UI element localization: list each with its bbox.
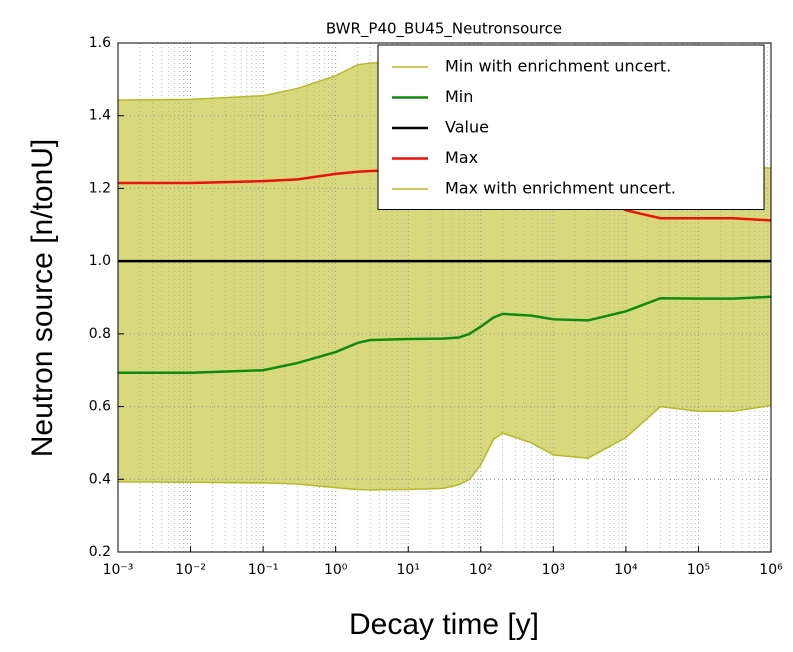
legend-label: Max	[445, 148, 478, 167]
legend-label: Value	[445, 118, 489, 137]
legend: Min with enrichment uncert. Min Value Max Ma…	[377, 44, 765, 210]
series-line	[117, 404, 772, 491]
x-tick-label: 10³	[542, 562, 565, 578]
x-axis-label: Decay time [y]	[349, 608, 539, 641]
x-tick-label: 10⁰	[324, 562, 348, 578]
y-tick-label: 1.4	[89, 108, 111, 124]
y-tick-label: 0.8	[89, 326, 111, 342]
y-tick-label: 1.2	[89, 180, 111, 196]
x-tick-label: 10⁻¹	[248, 562, 279, 578]
x-tick-label: 10⁻²	[175, 562, 206, 578]
series-line	[118, 295, 772, 375]
legend-label: Min with enrichment uncert.	[445, 57, 671, 76]
legend-label: Max with enrichment uncert.	[445, 179, 676, 198]
y-tick-label: 1.6	[89, 35, 111, 51]
y-tick-label: 0.6	[89, 399, 111, 415]
y-tick-label: 0.4	[89, 471, 111, 487]
x-tick-label: 10⁻³	[103, 562, 134, 578]
legend-box	[377, 44, 765, 210]
plot-frame	[117, 42, 772, 553]
legend-label: Min	[445, 87, 473, 106]
y-axis-label: Neutron source [n/tonU]	[26, 139, 59, 458]
y-tick-label: 0.2	[89, 544, 111, 560]
x-tick-label: 10⁵	[687, 562, 710, 578]
x-tick-label: 10⁴	[614, 562, 638, 578]
y-tick-label: 1.0	[89, 253, 111, 269]
chart-title: BWR_P40_BU45_Neutronsource	[326, 20, 562, 39]
x-tick-label: 10²	[469, 562, 492, 578]
x-tick-label: 10⁶	[759, 562, 783, 578]
x-tick-label: 10¹	[397, 562, 420, 578]
